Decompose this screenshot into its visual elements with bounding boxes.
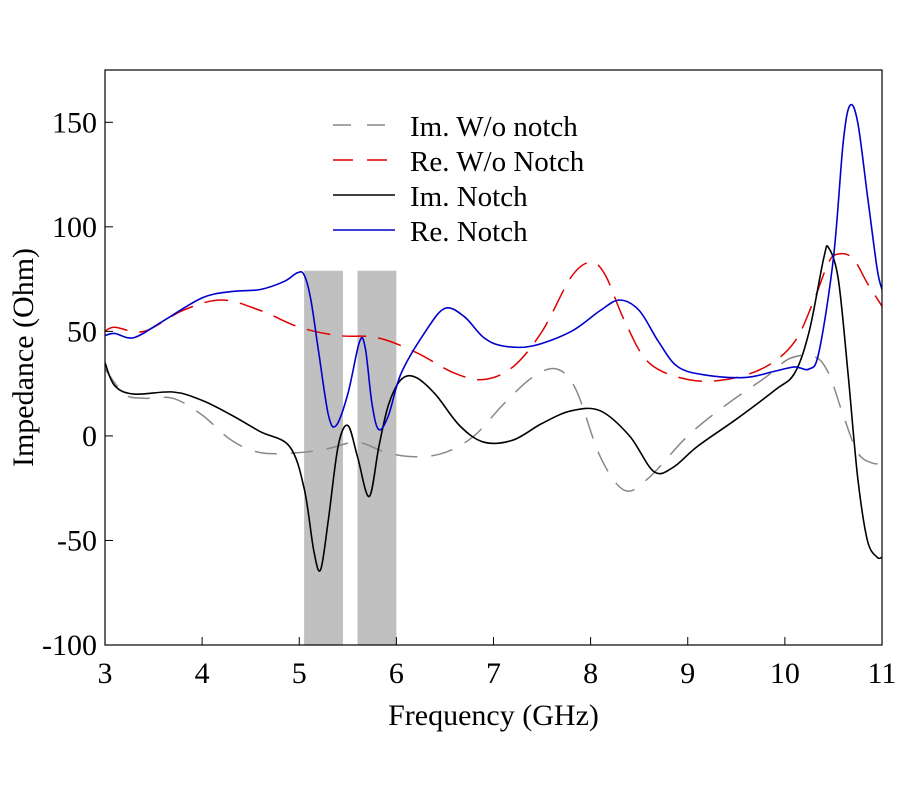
y-tick-label: 0 — [82, 420, 97, 453]
y-axis-label: Impedance (Ohm) — [7, 248, 40, 467]
legend-label: Im. W/o notch — [410, 111, 578, 143]
axis-ticks: 3 4 5 6 7 8 9 10 11 -100 -50 0 50 100 150 — [42, 106, 896, 690]
series-line-3 — [105, 244, 882, 572]
y-tick-label: -50 — [57, 524, 97, 557]
series-line-4 — [105, 103, 882, 431]
x-tick-label: 3 — [98, 657, 113, 690]
x-tick-label: 5 — [292, 657, 307, 690]
legend-label: Im. Notch — [410, 181, 528, 213]
x-tick-label: 6 — [389, 657, 404, 690]
y-tick-label: 150 — [52, 106, 97, 139]
series-lines — [105, 103, 882, 572]
x-tick-label: 9 — [680, 657, 695, 690]
notch-bands — [304, 270, 397, 645]
series-line-2 — [105, 252, 882, 383]
x-tick-label: 7 — [486, 657, 501, 690]
x-tick-label: 10 — [770, 657, 800, 690]
notch-band-1 — [304, 270, 343, 645]
legend-label: Re. Notch — [410, 216, 528, 248]
y-tick-label: -100 — [42, 629, 97, 662]
y-tick-label: 100 — [52, 211, 97, 244]
x-tick-label: 4 — [195, 657, 210, 690]
x-tick-label: 11 — [868, 657, 897, 690]
legend-label: Re. W/o Notch — [410, 146, 585, 178]
series-line-1 — [105, 354, 882, 492]
x-tick-label: 8 — [583, 657, 598, 690]
x-axis-label: Frequency (GHz) — [388, 699, 599, 732]
y-tick-label: 50 — [67, 315, 97, 348]
